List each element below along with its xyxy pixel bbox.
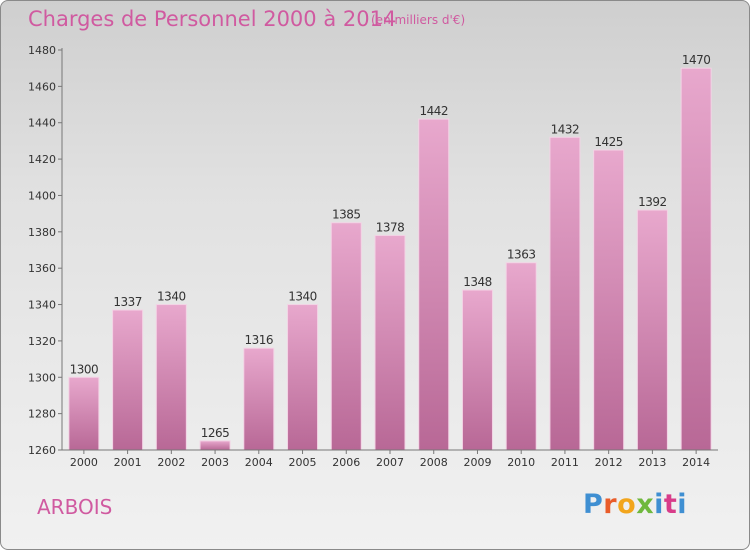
- x-tick-label: 2004: [245, 456, 273, 469]
- bar: [505, 262, 537, 451]
- bar: [155, 304, 187, 451]
- y-tick-label: 1480: [28, 44, 56, 57]
- bar-value-label: 1378: [376, 220, 405, 234]
- bar: [243, 347, 275, 451]
- bar-value-label: 1470: [682, 53, 711, 67]
- bar: [593, 149, 625, 451]
- bar-value-label: 1337: [113, 295, 142, 309]
- bar: [199, 440, 231, 451]
- x-tick-label: 2009: [463, 456, 491, 469]
- bar-value-label: 1432: [551, 122, 580, 136]
- logo-letter: o: [617, 489, 637, 520]
- y-tick-label: 1400: [28, 189, 56, 202]
- chart-subtitle: (en milliers d'€): [371, 13, 466, 27]
- x-tick-label: 2006: [332, 456, 360, 469]
- bar: [549, 136, 581, 451]
- bar: [68, 376, 100, 451]
- bar-value-label: 1442: [419, 104, 448, 118]
- axes-group: 1260 1280 1300 1320 1340 1360 1380 1400 1420 1440…: [28, 44, 718, 469]
- y-tick-label: 1460: [28, 80, 56, 93]
- logo-letter: x: [636, 489, 655, 520]
- x-tick-label: 2001: [114, 456, 142, 469]
- bar-value-label: 1392: [638, 195, 667, 209]
- bar: [287, 304, 319, 451]
- x-tick-label: 2000: [70, 456, 98, 469]
- x-tick-label: 2007: [376, 456, 404, 469]
- y-tick-label: 1440: [28, 117, 56, 130]
- bar: [636, 209, 668, 451]
- bar-value-label: 1385: [332, 208, 361, 222]
- bar: [112, 309, 144, 451]
- y-tick-label: 1260: [28, 444, 56, 457]
- x-tick-label: 2003: [201, 456, 229, 469]
- bar-value-label: 1300: [70, 362, 99, 376]
- y-tick-label: 1420: [28, 153, 56, 166]
- x-tick-label: 2010: [507, 456, 535, 469]
- x-tick-label: 2008: [420, 456, 448, 469]
- bar-value-label: 1348: [463, 275, 492, 289]
- y-tick-label: 1300: [28, 371, 56, 384]
- bar: [418, 118, 450, 451]
- logo-letter: i: [654, 489, 664, 520]
- logo-letter: t: [663, 489, 678, 520]
- bar-value-label: 1363: [507, 248, 536, 262]
- bar: [461, 289, 493, 451]
- x-tick-label: 2013: [638, 456, 666, 469]
- y-tick-label: 1320: [28, 335, 56, 348]
- x-tick-label: 2002: [157, 456, 185, 469]
- x-tick-label: 2012: [595, 456, 623, 469]
- logo-letter: i: [677, 489, 688, 520]
- bar-value-label: 1265: [201, 426, 230, 440]
- y-tick-label: 1280: [28, 408, 56, 421]
- x-tick-label: 2005: [289, 456, 317, 469]
- bar: [680, 67, 712, 451]
- chart-title: Charges de Personnel 2000 à 2014: [28, 7, 397, 31]
- y-tick-label: 1340: [28, 299, 56, 312]
- bar-value-label: 1340: [157, 290, 186, 304]
- bar-value-label: 1425: [594, 135, 623, 149]
- x-tick-label: 2014: [682, 456, 710, 469]
- logo-letter: P: [583, 489, 604, 520]
- y-tick-label: 1360: [28, 262, 56, 275]
- y-tick-label: 1380: [28, 226, 56, 239]
- proxiti-logo: Proxiti: [583, 489, 687, 520]
- logo-letter: r: [603, 489, 618, 520]
- place-name: ARBOIS: [37, 495, 113, 519]
- bar: [330, 222, 362, 451]
- bar: [374, 234, 406, 451]
- bar-value-label: 1316: [245, 333, 274, 347]
- bars-group: 1300 1337 1340 1265 1316 1340 1385 1378 1442 1348…: [68, 53, 712, 451]
- bar-value-label: 1340: [288, 290, 317, 304]
- x-tick-label: 2011: [551, 456, 579, 469]
